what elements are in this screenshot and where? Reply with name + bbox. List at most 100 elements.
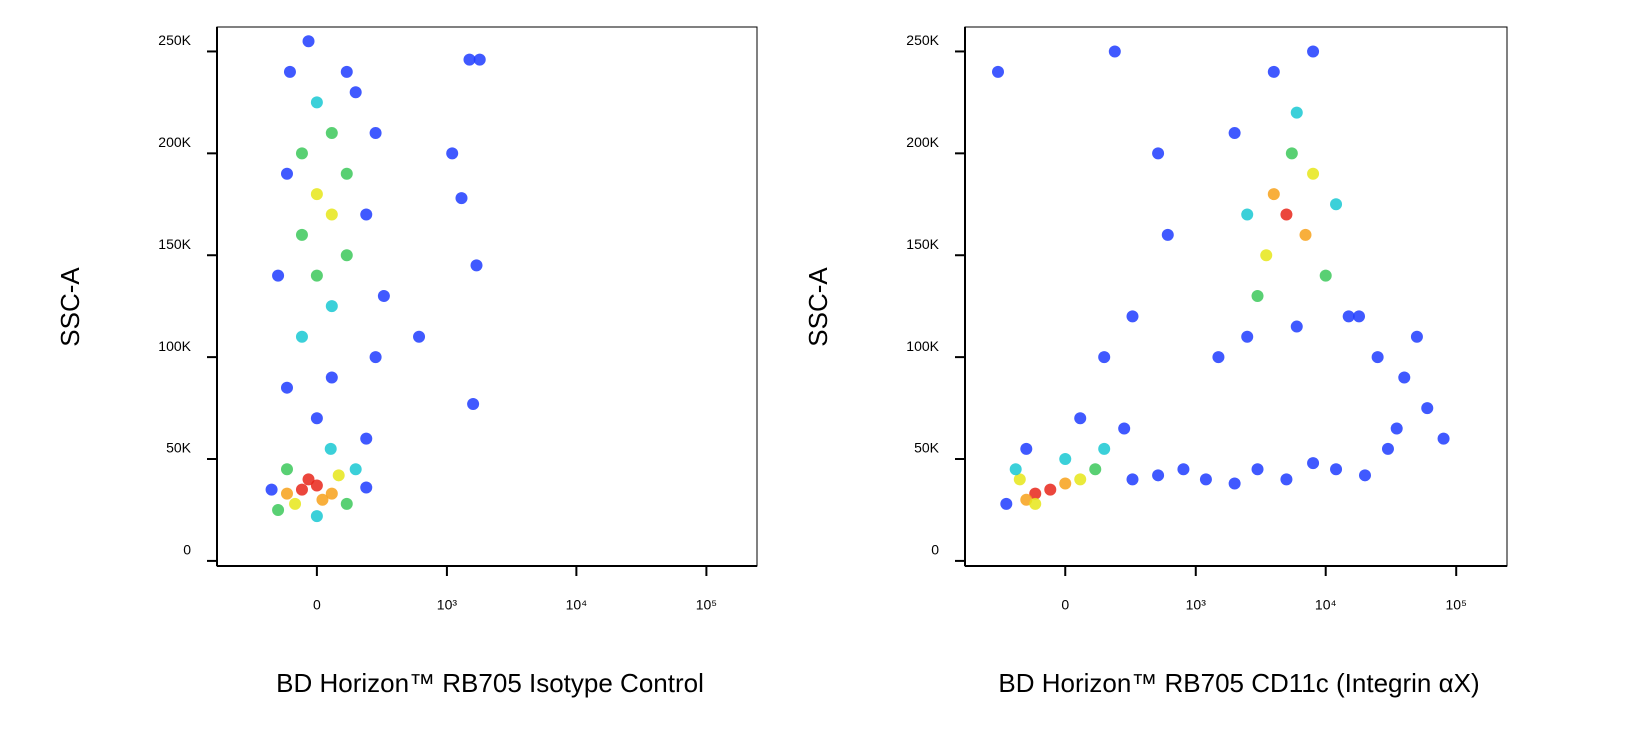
- y-tick-label: 150K: [906, 236, 939, 252]
- data-point: [1330, 463, 1343, 476]
- y-tick-label: 150K: [158, 236, 191, 252]
- data-point: [473, 53, 486, 66]
- data-point: [1212, 351, 1225, 364]
- x-tick-label: 10³: [437, 597, 458, 613]
- x-axis-label: BD Horizon™ RB705 Isotype Control: [276, 668, 704, 698]
- data-point: [1044, 483, 1057, 496]
- y-tick-label: 0: [183, 542, 191, 558]
- data-point: [283, 65, 296, 78]
- data-point: [1390, 422, 1403, 435]
- data-point: [325, 487, 338, 500]
- data-point: [377, 289, 390, 302]
- data-point: [349, 86, 362, 99]
- data-point: [1126, 473, 1139, 486]
- y-tick-label: 200K: [906, 134, 939, 150]
- data-point: [360, 208, 373, 221]
- data-point: [1059, 453, 1072, 466]
- data-point: [1342, 310, 1355, 323]
- y-tick-label: 200K: [158, 134, 191, 150]
- data-point: [325, 208, 338, 221]
- data-point: [1290, 106, 1303, 119]
- data-point: [1074, 412, 1087, 425]
- data-point: [295, 228, 308, 241]
- data-point: [332, 469, 345, 482]
- data-point: [1161, 228, 1174, 241]
- x-tick-label: 10³: [1186, 597, 1207, 613]
- data-point: [1241, 330, 1254, 343]
- data-point: [992, 65, 1005, 78]
- y-tick-label: 100K: [906, 338, 939, 354]
- data-point: [310, 96, 323, 109]
- data-point: [310, 510, 323, 523]
- y-tick-label: 0: [931, 542, 939, 558]
- data-point: [295, 147, 308, 160]
- data-point: [1228, 477, 1241, 490]
- data-point: [1009, 463, 1022, 476]
- data-point: [1371, 351, 1384, 364]
- data-point: [295, 330, 308, 343]
- chart: 0 50K 100K 150K 200K 250K 0 10³ 10⁴ 10⁵ SSC-A BD Ho…: [55, 26, 758, 698]
- data-point: [272, 269, 285, 282]
- y-axis-label: SSC-A: [803, 267, 833, 347]
- data-point: [325, 371, 338, 384]
- data-point: [413, 330, 426, 343]
- data-point: [280, 381, 293, 394]
- data-point: [1267, 188, 1280, 201]
- data-point: [1241, 208, 1254, 221]
- data-point: [272, 503, 285, 516]
- data-point: [265, 483, 278, 496]
- data-point: [289, 497, 302, 510]
- y-tick-label: 100K: [158, 338, 191, 354]
- data-point: [1199, 473, 1212, 486]
- data-point: [1290, 320, 1303, 333]
- data-point: [1098, 442, 1111, 455]
- data-point: [1059, 477, 1072, 490]
- data-point: [446, 147, 459, 160]
- data-point: [1020, 493, 1033, 506]
- data-point: [1410, 330, 1423, 343]
- data-point: [1437, 432, 1450, 445]
- data-point: [1251, 463, 1264, 476]
- x-tick-label: 10⁵: [696, 597, 717, 613]
- data-point: [302, 473, 315, 486]
- data-point: [340, 249, 353, 262]
- data-point: [1307, 45, 1320, 58]
- data-point: [1152, 147, 1165, 160]
- data-point: [467, 397, 480, 410]
- data-point: [340, 65, 353, 78]
- data-point: [1319, 269, 1332, 282]
- data-point: [1029, 497, 1042, 510]
- data-point: [470, 259, 483, 272]
- x-tick-label: 10⁴: [1315, 597, 1337, 613]
- data-point: [324, 442, 337, 455]
- data-point: [1020, 442, 1033, 455]
- data-point: [1307, 167, 1320, 180]
- data-point: [280, 167, 293, 180]
- data-point: [1000, 497, 1013, 510]
- data-point: [1267, 65, 1280, 78]
- data-point: [1118, 422, 1131, 435]
- data-point: [369, 351, 382, 364]
- data-point: [1299, 228, 1312, 241]
- data-point: [1126, 310, 1139, 323]
- y-tick-label: 250K: [158, 32, 191, 48]
- data-point: [1280, 473, 1293, 486]
- x-axis-label: BD Horizon™ RB705 CD11c (Integrin αX): [998, 668, 1479, 698]
- x-tick-label: 0: [1061, 597, 1069, 613]
- data-point: [1013, 473, 1026, 486]
- data-point: [1074, 473, 1087, 486]
- x-tick-label: 10⁵: [1446, 597, 1467, 613]
- data-point: [1381, 442, 1394, 455]
- data-point: [360, 481, 373, 494]
- data-point: [310, 188, 323, 201]
- data-point: [302, 35, 315, 48]
- data-point: [349, 463, 362, 476]
- data-point: [455, 192, 468, 205]
- data-point: [1307, 457, 1320, 470]
- data-point: [1152, 469, 1165, 482]
- y-tick-label: 250K: [906, 32, 939, 48]
- data-point: [340, 497, 353, 510]
- data-point: [1280, 208, 1293, 221]
- data-point: [1177, 463, 1190, 476]
